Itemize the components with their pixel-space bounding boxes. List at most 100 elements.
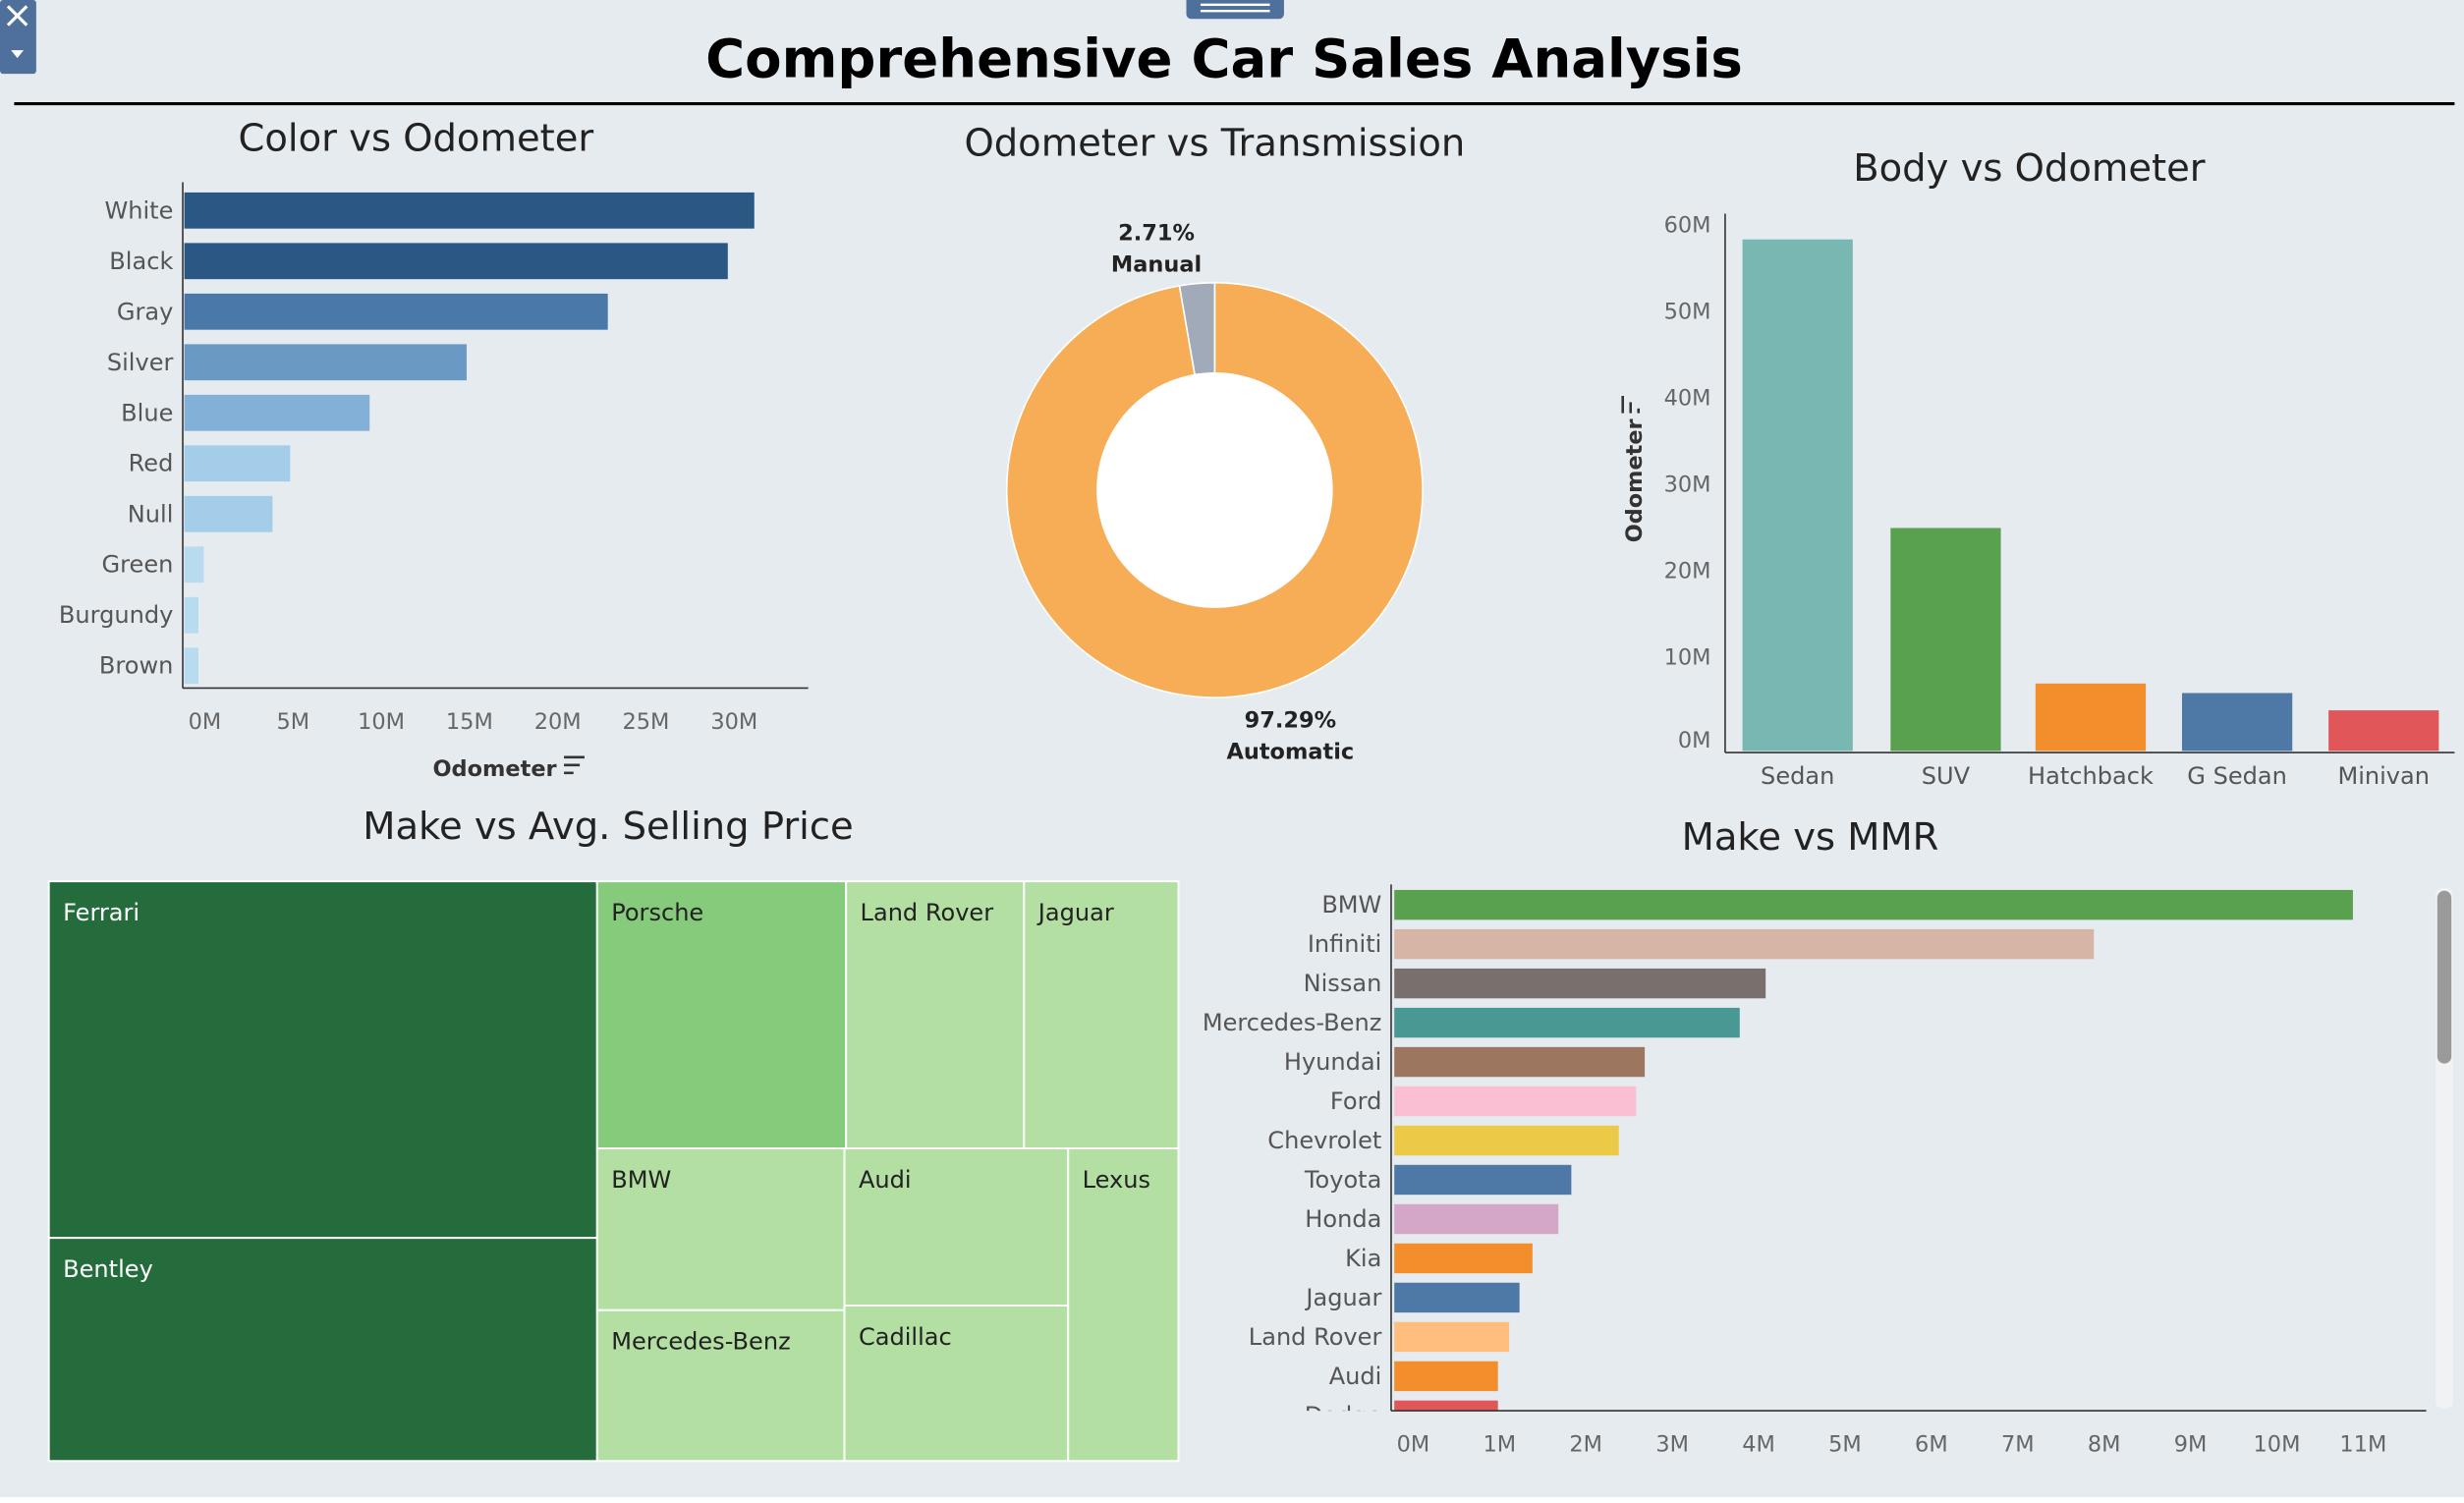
bar-kia[interactable] [1394,1243,1533,1274]
bar-red[interactable] [184,445,291,482]
bar-jaguar[interactable] [1394,1282,1520,1313]
treemap-label: BMW [611,1166,671,1194]
treemap-cell-bmw[interactable] [595,1147,846,1311]
x-tick-label: 5M [1828,1432,1862,1458]
y-tick-label: Null [128,500,174,528]
bar-silver[interactable] [184,344,467,381]
treemap-label: Land Rover [861,899,994,926]
bar-blue[interactable] [184,394,370,431]
x-tick-label: SUV [1922,762,1971,790]
y-tick-label: Chevrolet [1267,1127,1381,1154]
x-tick-label: 3M [1655,1432,1689,1458]
treemap-cell-land-rover[interactable] [845,880,1026,1149]
bar-chevrolet[interactable] [1394,1125,1619,1156]
y-tick-label: Jaguar [1304,1284,1381,1311]
x-tick-label: 6M [1915,1432,1948,1458]
bar-suv[interactable] [1890,528,2001,752]
dropdown-arrow-icon[interactable] [11,50,25,59]
bar-gray[interactable] [184,293,608,330]
bar-bmw[interactable] [1394,889,2353,920]
bar-white[interactable] [184,192,755,229]
y-tick-label: Infiniti [1308,930,1382,958]
bar-null[interactable] [184,495,273,532]
y-tick-label: 30M [1664,473,1711,498]
treemap-cell-lexus[interactable] [1067,1147,1180,1463]
donut-hole [1096,372,1333,608]
bar-g-sedan[interactable] [2181,693,2293,752]
x-tick-label: 8M [2088,1432,2121,1458]
bar-brown[interactable] [184,647,198,685]
treemap-label: Cadillac [859,1323,952,1351]
bar-burgundy[interactable] [184,596,198,634]
bar-black[interactable] [184,243,728,280]
x-tick-label: 10M [358,709,405,735]
collapse-toolbar[interactable] [0,0,36,75]
bar-mercedes-benz[interactable] [1394,1007,1740,1038]
bar-honda[interactable] [1394,1203,1559,1235]
drag-handle[interactable] [1186,0,1284,20]
vertical-scrollbar[interactable] [2436,887,2453,1410]
bar-hatchback[interactable] [2035,683,2147,752]
bar-infiniti[interactable] [1394,928,2095,960]
manual-percent-label: 2.71% [1118,221,1195,247]
bar-audi[interactable] [1394,1361,1498,1392]
bar-toyota[interactable] [1394,1164,1572,1196]
y-tick-label: Black [109,248,173,275]
bar-green[interactable] [184,546,204,584]
treemap-label: Ferrari [63,899,140,926]
x-tick-label: 4M [1742,1432,1775,1458]
mmr-bars: BMW Infiniti Nissan Mercedes-Benz Hyundai For… [1203,889,2353,1430]
y-tick-label: Ford [1330,1087,1381,1115]
x-tick-label: 0M [1397,1432,1430,1458]
y-tick-label: Toyota [1304,1166,1381,1194]
x-tick-label: 2M [1569,1432,1602,1458]
x-tick-label: 25M [623,709,670,735]
y-tick-label: Gray [117,298,174,325]
y-tick-label: Audi [1329,1363,1382,1390]
y-tick-label: Mercedes-Benz [1203,1009,1382,1036]
y-tick-label: White [104,196,173,224]
bar-dodge[interactable] [1394,1400,1498,1430]
treemap-label: Audi [859,1166,912,1194]
treemap-cell-ferrari[interactable] [47,880,598,1240]
body-odometer-ylabel: Odometer [1622,418,1648,542]
bar-nissan[interactable] [1394,968,1766,999]
y-tick-label: Nissan [1304,970,1382,997]
y-tick-label: Silver [107,349,174,376]
y-tick-label: Blue [121,399,173,426]
make-price-treemap: Make vs Avg. Selling Price Ferrari Bentle… [47,805,1180,1463]
treemap-cell-mercedes-benz[interactable] [595,1308,846,1463]
bar-land-rover[interactable] [1394,1321,1510,1353]
x-tick-label: 9M [2174,1432,2208,1458]
transmission-title: Odometer vs Transmission [964,121,1465,165]
body-odometer-chart: Body vs Odometer Odometer 0M 10M 20M 30M 40M… [1621,146,2455,790]
y-tick-label: Dodge [1305,1402,1382,1429]
bar-sedan[interactable] [1742,239,1853,752]
x-tick-label: 10M [2254,1432,2301,1458]
x-tick-label: Hatchback [2028,762,2154,790]
y-tick-label: Burgundy [59,601,173,629]
sort-icon[interactable] [1621,395,1641,414]
grip-icon [1200,3,1270,13]
x-tick-label: 15M [446,709,493,735]
bar-ford[interactable] [1394,1086,1637,1117]
bar-hyundai[interactable] [1394,1046,1646,1078]
scrollbar-thumb[interactable] [2436,890,2452,1064]
make-mmr-title: Make vs MMR [1682,815,1939,860]
treemap-label: Porsche [611,899,703,926]
y-tick-label: 20M [1664,559,1711,584]
bar-minivan[interactable] [2328,710,2439,752]
treemap-cell-jaguar[interactable] [1023,880,1180,1149]
y-tick-label: Red [129,450,174,477]
make-mmr-chart: Make vs MMR BMW Infiniti Nissan Mercedes-Be… [1203,815,2453,1458]
sort-icon[interactable] [564,755,585,775]
treemap-cell-cadillac[interactable] [843,1304,1070,1463]
x-tick-label: 30M [710,709,757,735]
x-tick-label: 1M [1484,1432,1517,1458]
automatic-label: Automatic [1226,739,1354,764]
treemap-label: Lexus [1083,1166,1150,1194]
treemap-label: Bentley [63,1255,153,1283]
y-tick-label: Honda [1305,1205,1381,1233]
close-icon[interactable] [6,5,28,27]
